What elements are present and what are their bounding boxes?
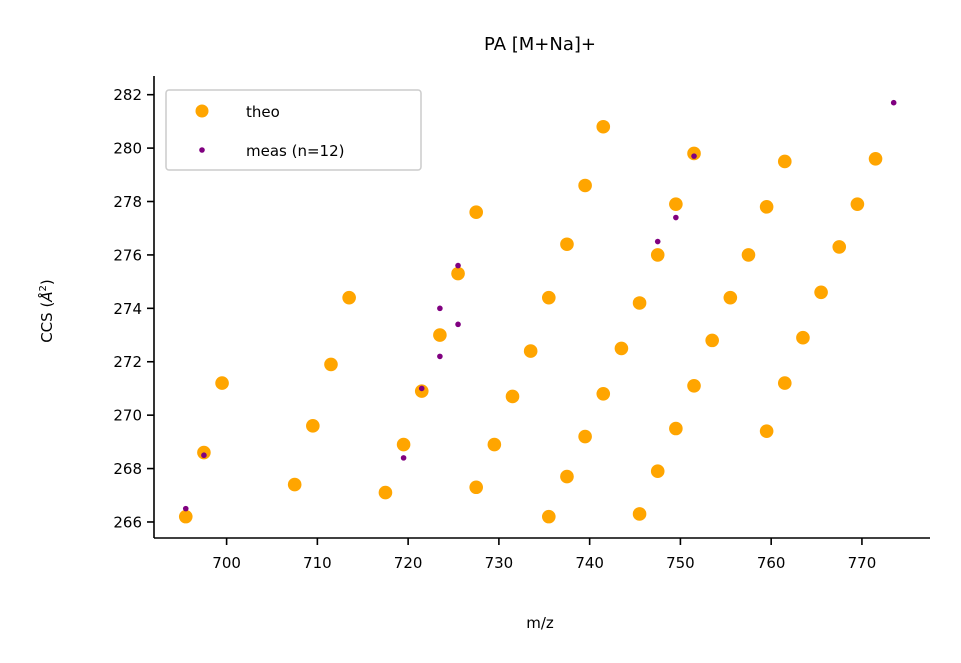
theo-point [868,151,883,166]
theo-point [396,437,411,452]
y-tick-label: 274 [113,300,142,318]
legend: theo meas (n=12) [165,89,422,171]
legend-label-meas: meas (n=12) [246,142,344,160]
theo-point [542,290,556,305]
legend-marker-meas [199,147,205,153]
y-tick-label: 278 [113,193,142,211]
theo-point [741,248,756,262]
y-axis-label-suffix: ) [38,279,56,285]
meas-point [182,505,189,512]
theo-point [178,509,193,524]
meas-point [654,238,661,245]
y-axis-label: CCS (Å2) [37,279,56,343]
theo-point [560,237,574,252]
y-axis-label-exponent: 2 [38,285,49,291]
legend-marker-theo [195,104,209,118]
series-theo [178,119,883,524]
theo-point [759,200,774,214]
meas-point [673,214,679,221]
meas-point [437,305,443,312]
theo-point [469,205,483,219]
theo-point [505,389,520,404]
x-tick-label: 760 [757,554,786,572]
theo-point [378,485,393,500]
x-tick-label: 720 [394,554,423,572]
theo-point [342,290,356,305]
theo-point [723,290,738,305]
meas-point [455,321,461,328]
y-tick-label: 270 [113,407,142,425]
y-tick-label: 282 [113,86,142,104]
x-tick-label: 740 [575,554,604,572]
theo-point [469,480,483,495]
y-tick-label: 272 [113,353,142,371]
theo-point [215,376,229,390]
theo-point [614,341,629,356]
theo-point [705,333,719,348]
theo-point [777,376,792,390]
x-axis-label: m/z [526,614,554,632]
theo-point [578,429,592,444]
x-tick-label: 700 [212,554,241,572]
legend-box [165,89,422,171]
theo-point [578,178,592,193]
x-tick-label: 710 [303,554,332,572]
theo-point [650,248,665,262]
x-tick-label: 730 [485,554,514,572]
theo-point [306,419,320,433]
theo-point [560,469,574,484]
meas-point [890,99,897,106]
theo-point [542,509,556,524]
theo-point [632,296,647,310]
theo-point [324,357,338,372]
y-axis-ticks: 266 268 270 272 274 276 278 280 282 [113,86,154,531]
y-axis-label-prefix: CCS ( [38,302,56,343]
theo-point [669,197,683,211]
meas-point [691,153,697,159]
theo-point [832,240,847,254]
theo-point [433,328,447,342]
legend-label-theo: theo [246,103,280,121]
theo-point [814,285,828,300]
y-tick-label: 266 [113,513,142,531]
y-axis-label-unit: Å [37,291,56,302]
series-meas [182,99,897,512]
x-axis-ticks: 700 710 720 730 740 750 760 770 [212,538,876,572]
theo-point [487,437,502,452]
y-tick-label: 276 [113,246,142,264]
theo-point [850,197,865,211]
theo-point [777,154,792,169]
theo-point [669,421,683,436]
theo-point [687,378,701,393]
theo-point [523,344,538,358]
meas-point [437,353,443,360]
x-tick-label: 770 [848,554,877,572]
x-tick-label: 750 [666,554,695,572]
theo-point [632,507,647,521]
theo-point [596,386,611,401]
theo-point [287,477,302,492]
theo-point [596,119,611,134]
meas-point [418,385,425,392]
meas-point [455,262,461,269]
y-tick-label: 268 [113,460,142,478]
theo-point [451,266,465,281]
chart-title: PA [M+Na]+ [484,34,596,55]
theo-point [650,464,665,479]
meas-point [201,452,207,459]
y-tick-label: 280 [113,140,142,158]
theo-point [796,330,810,345]
plot-area [178,99,897,524]
meas-point [400,455,407,461]
theo-point [759,424,774,438]
